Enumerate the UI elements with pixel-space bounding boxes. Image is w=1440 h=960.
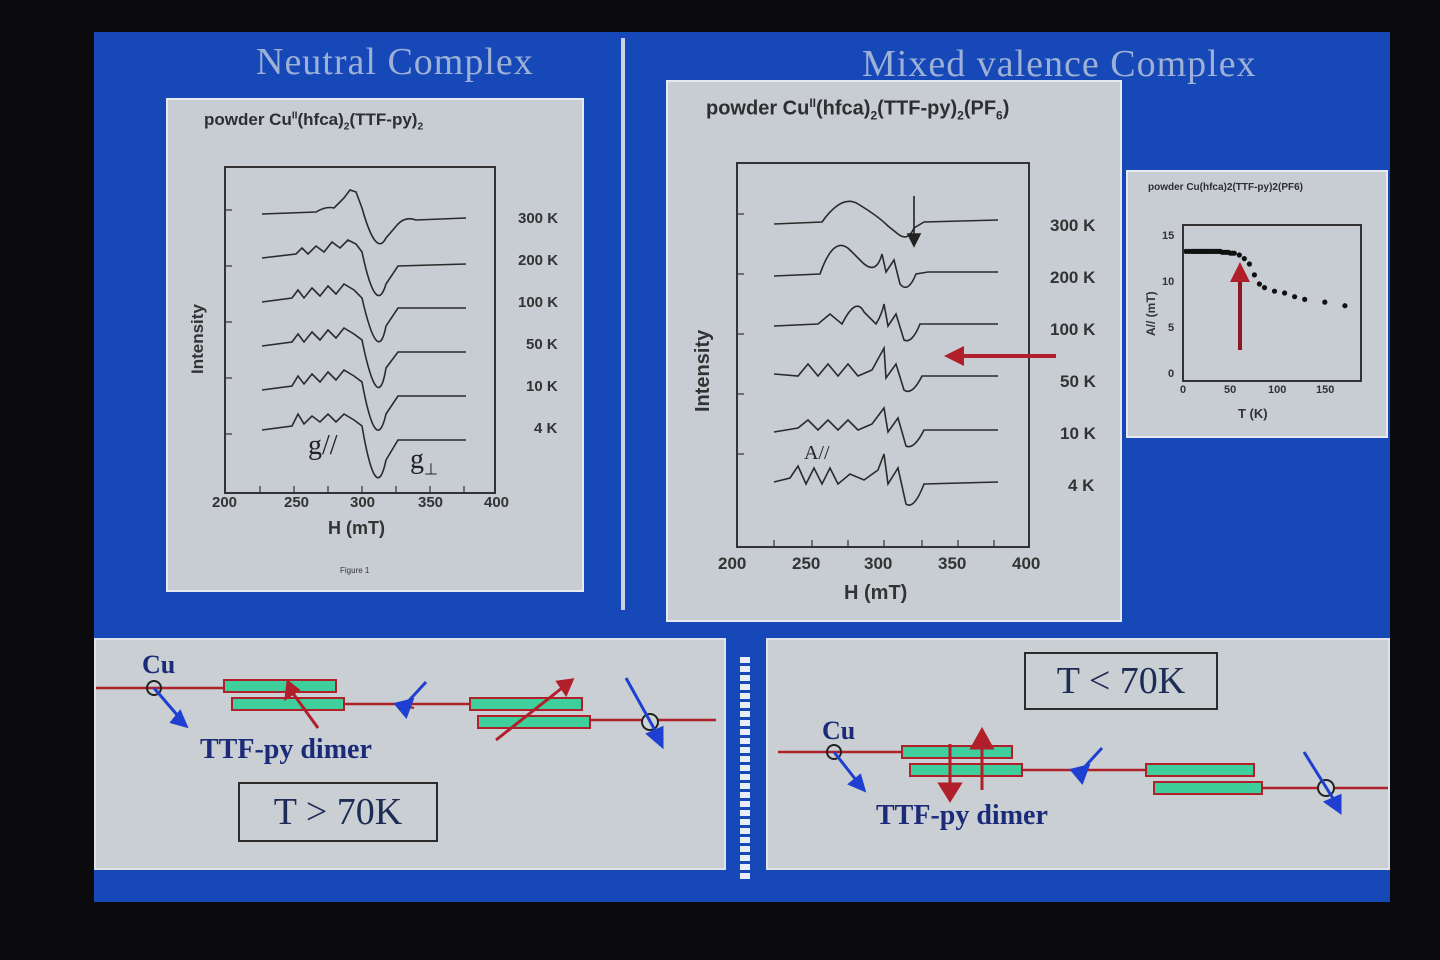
y-axis-label: Intensity	[692, 329, 714, 412]
y-axis-label: A// (mT)	[1144, 291, 1158, 336]
x-tick-label: 50	[1224, 384, 1237, 396]
temp-label: 4 K	[1068, 476, 1095, 495]
panel-chain-high-temp: Cu TTF-py dimer T > 70K	[94, 638, 726, 870]
data-point	[1342, 303, 1348, 309]
g-perpendicular-label: g⊥	[410, 444, 438, 479]
panel-title: powder CuII(hfca)2(TTF-py)2	[204, 110, 424, 133]
panel-chain-low-temp: Cu TTF-py dimer T < 70K	[766, 638, 1390, 870]
temp-label: 50 K	[1060, 372, 1096, 391]
data-point	[1271, 288, 1278, 294]
temp-label: 100 K	[518, 294, 559, 311]
inset-plot-frame	[1182, 224, 1362, 382]
data-point	[1302, 296, 1308, 302]
y-tick-label: 10	[1162, 276, 1175, 288]
ttf-spin-arrows	[284, 678, 575, 742]
y-tick-label: 5	[1168, 322, 1175, 334]
epr-spectra	[738, 196, 999, 546]
inset-up-arrow-head	[1230, 262, 1250, 282]
data-point	[1256, 281, 1262, 287]
temperature-box: T < 70K	[1024, 652, 1218, 710]
temp-label: 10 K	[1060, 424, 1096, 443]
x-tick-label: 200	[212, 494, 238, 511]
ttf-dimer-2	[1145, 763, 1263, 795]
temp-label: 300 K	[518, 210, 559, 227]
y-tick-label: 15	[1162, 230, 1175, 242]
a-parallel-label: A//	[804, 442, 830, 464]
temp-label: 200 K	[518, 252, 559, 269]
chain-diagram-high-temp	[96, 677, 716, 750]
temp-label: 50 K	[526, 336, 558, 353]
ttf-dimer-label: TTF-py dimer	[200, 734, 372, 765]
figure-caption: Figure 1	[340, 566, 370, 575]
hyperfine-scatter	[1183, 248, 1348, 350]
x-tick-label: 300	[350, 494, 376, 511]
panel-title: powder CuII(hfca)2(TTF-py)2(PF6)	[706, 96, 1010, 123]
epr-plot-frame	[224, 166, 496, 494]
temp-label: 4 K	[534, 420, 558, 437]
x-axis-label: H (mT)	[844, 582, 908, 604]
x-tick-label: 250	[792, 554, 821, 573]
x-tick-label: 0	[1180, 384, 1187, 396]
temperature-box: T > 70K	[238, 782, 438, 842]
x-tick-label: 200	[718, 554, 747, 573]
x-tick-label: 350	[938, 554, 967, 573]
ttf-spin-arrows	[937, 726, 995, 803]
ttf-dimer-1	[901, 745, 1023, 777]
cu-label: Cu	[822, 716, 856, 745]
epr-spectra	[226, 189, 467, 492]
data-point	[1231, 250, 1237, 256]
spectrum-traces	[261, 189, 467, 479]
x-tick-label: 400	[484, 494, 510, 511]
temp-label: 300 K	[1050, 216, 1096, 235]
vertical-divider	[621, 38, 625, 610]
chain-diagram-low-temp	[778, 726, 1388, 815]
x-tick-label: 250	[284, 494, 310, 511]
temp-label: 100 K	[1050, 320, 1096, 339]
data-point	[1246, 261, 1252, 267]
heading-mixed-valence-complex: Mixed valence Complex	[862, 43, 1257, 85]
x-axis-label: H (mT)	[328, 518, 385, 538]
panel-mixed-valence-epr: powder CuII(hfca)2(TTF-py)2(PF6) 300 K 2…	[666, 80, 1122, 622]
cu-spin-arrows	[832, 746, 1342, 815]
cu-atom-1	[826, 744, 842, 760]
data-point	[1292, 294, 1298, 300]
panel-inset-hyperfine: powder Cu(hfca)2(TTF-py)2(PF6) 15 10 5 0…	[1126, 170, 1388, 438]
x-tick-label: 400	[1012, 554, 1041, 573]
cu-atom-1	[146, 680, 162, 696]
x-tick-label: 350	[418, 494, 444, 511]
panel-neutral-epr: powder CuII(hfca)2(TTF-py)2 300 K 200 K …	[166, 98, 584, 592]
y-tick-label: 0	[1168, 368, 1175, 380]
temp-label: 200 K	[1050, 268, 1096, 287]
data-point	[1251, 272, 1257, 278]
x-tick-label: 100	[1268, 384, 1287, 396]
data-point	[1322, 299, 1328, 305]
temp-label: 10 K	[526, 378, 558, 395]
ttf-dimer-1	[223, 679, 345, 711]
data-point	[1261, 285, 1268, 291]
heading-neutral-complex: Neutral Complex	[256, 41, 534, 83]
y-axis-label: Intensity	[188, 304, 207, 374]
dotted-divider	[740, 657, 750, 879]
data-point	[1241, 256, 1247, 262]
x-tick-label: 300	[864, 554, 893, 573]
x-tick-label: 150	[1316, 384, 1335, 396]
x-axis-label: T (K)	[1238, 406, 1268, 421]
inset-title: powder Cu(hfca)2(TTF-py)2(PF6)	[1148, 182, 1303, 193]
red-pointer-arrow	[944, 346, 1056, 366]
g-parallel-label: g//	[308, 430, 338, 461]
field-marker-arrow	[906, 196, 922, 248]
cu-spin-arrows	[152, 677, 664, 750]
data-point	[1236, 252, 1242, 258]
cu-label: Cu	[142, 650, 176, 679]
ttf-dimer-label: TTF-py dimer	[876, 800, 1048, 831]
ttf-dimer-2	[469, 697, 591, 729]
data-point	[1282, 290, 1288, 296]
